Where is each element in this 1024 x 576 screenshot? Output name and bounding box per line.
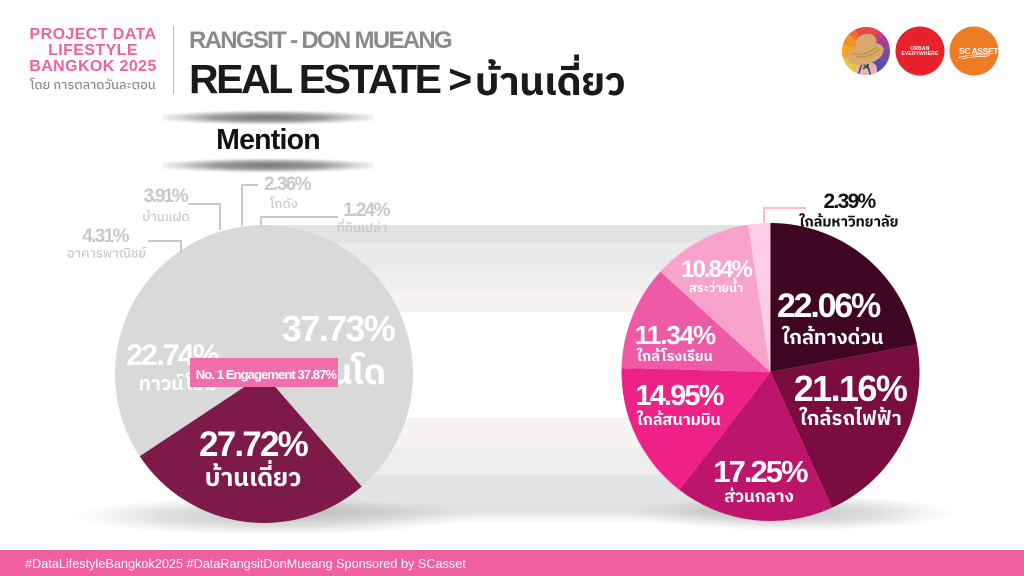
svg-text:ASSET: ASSET — [972, 46, 1000, 56]
svg-text:SC: SC — [959, 46, 971, 56]
svg-text:URBAN: URBAN — [910, 46, 929, 52]
svg-text:EVERYWHERE: EVERYWHERE — [902, 51, 939, 57]
